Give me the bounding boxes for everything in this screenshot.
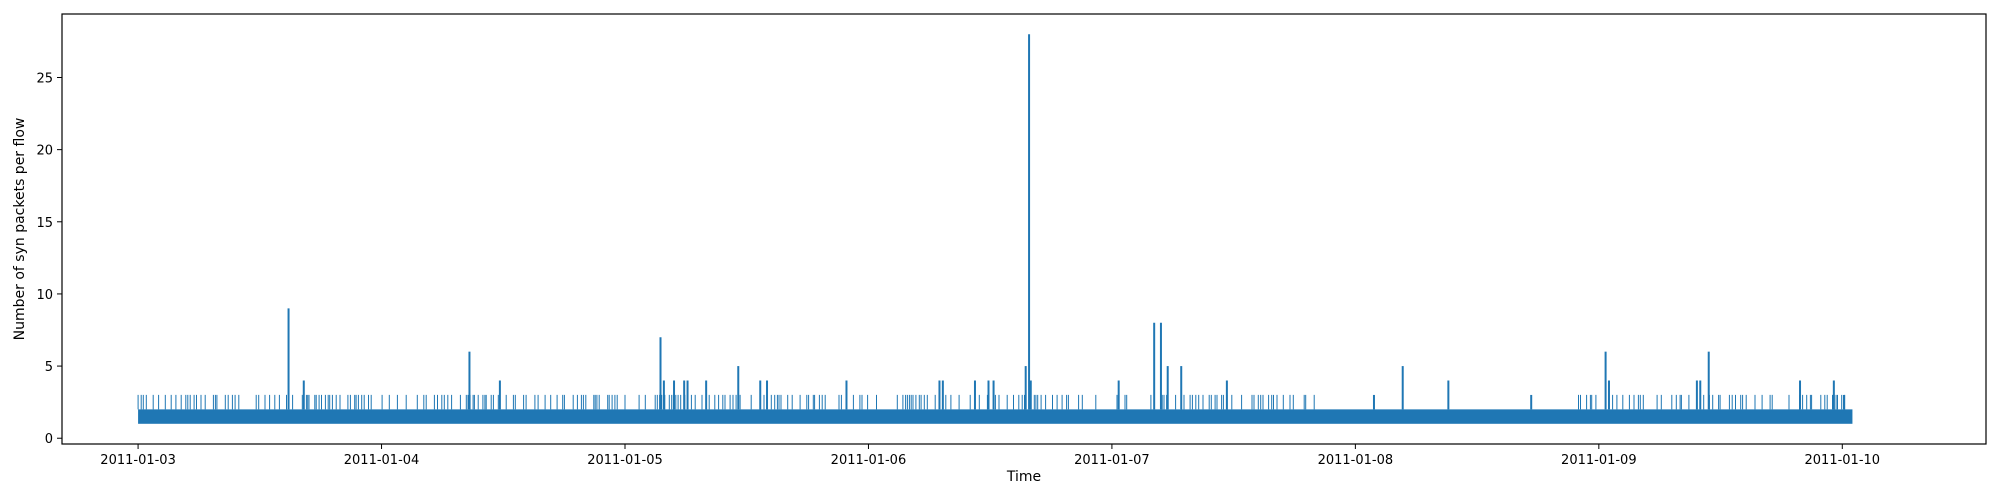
plot-frame	[61, 13, 1987, 445]
y-tick-label: 15	[36, 216, 53, 231]
x-tick-label: 2011-01-08	[1318, 453, 1394, 468]
y-axis-label: Number of syn packets per flow	[12, 118, 28, 341]
y-tick-label: 10	[36, 288, 53, 303]
x-tick-label: 2011-01-03	[100, 453, 176, 468]
series-layer	[137, 34, 1853, 424]
y-tick-label: 5	[45, 360, 53, 375]
series-minor-spikes	[137, 394, 1846, 410]
x-tick-label: 2011-01-04	[344, 453, 420, 468]
x-tick-label: 2011-01-05	[587, 453, 663, 468]
x-tick-label: 2011-01-10	[1805, 453, 1881, 468]
x-tick-label: 2011-01-09	[1561, 453, 1637, 468]
y-tick-label: 20	[36, 144, 53, 159]
x-tick-label: 2011-01-07	[1074, 453, 1150, 468]
x-tick-label: 2011-01-06	[831, 453, 907, 468]
y-axis: 0 5 10 15 20 25	[36, 71, 62, 447]
y-tick-label: 0	[45, 432, 53, 447]
x-axis-label: Time	[1006, 469, 1041, 485]
series-baseline-band	[138, 409, 1853, 424]
x-axis: 2011-01-03 2011-01-04 2011-01-05 2011-01-06…	[100, 444, 1880, 468]
y-tick-label: 25	[36, 71, 53, 86]
